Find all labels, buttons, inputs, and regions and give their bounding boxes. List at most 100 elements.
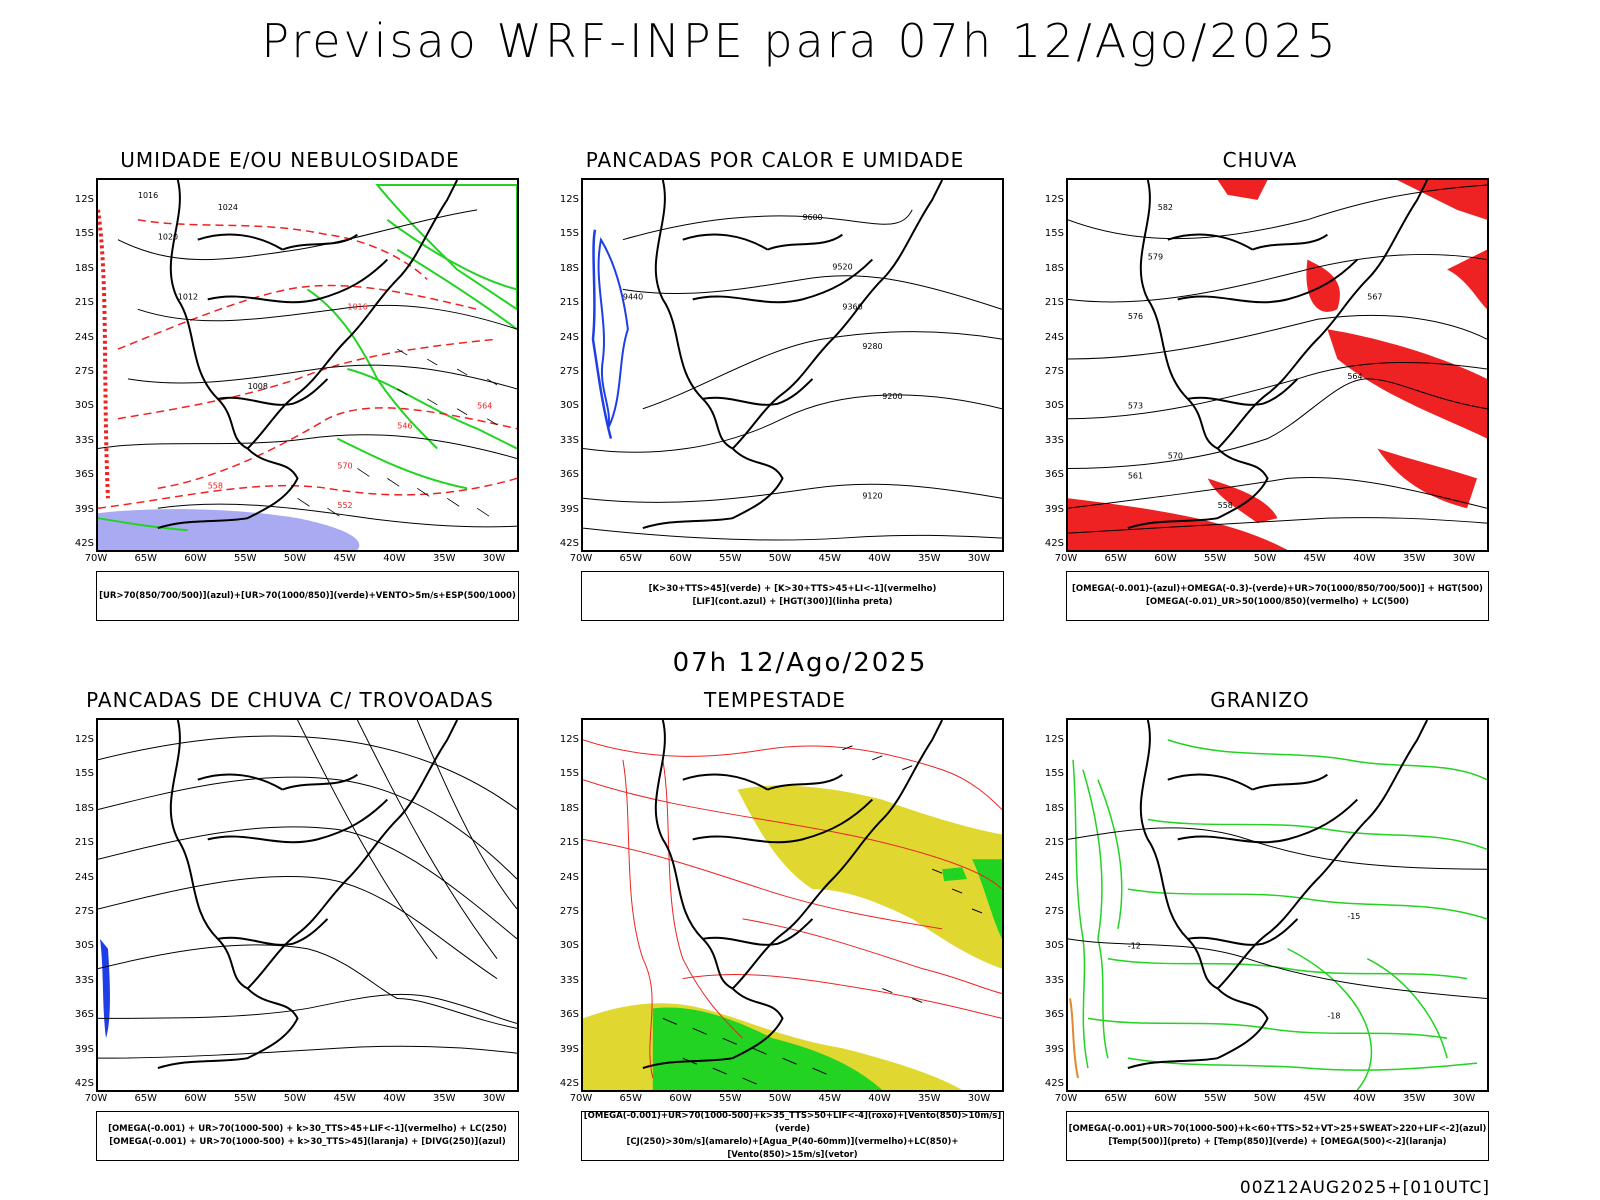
lon-tick-label: 40W xyxy=(868,1093,891,1104)
lat-tick-label: 36S xyxy=(559,1009,579,1021)
lon-tick-label: 40W xyxy=(1353,1093,1376,1104)
lon-tick-label: 30W xyxy=(967,553,991,564)
lon-tick-label: 40W xyxy=(868,553,891,564)
lat-tick-label: 15S xyxy=(74,768,94,780)
lon-tick-label: 55W xyxy=(718,1093,742,1104)
lat-tick-label: 24S xyxy=(74,871,94,883)
lon-tick-label: 40W xyxy=(1353,553,1376,564)
map-svg: -12 -15 -18 xyxy=(1068,720,1487,1090)
contour-label: 564 xyxy=(477,402,492,411)
main-title: Previsao WRF-INPE para 07h 12/Ago/2025 xyxy=(261,14,1339,68)
lon-tick-label: 45W xyxy=(1303,1093,1327,1104)
contour-label: 546 xyxy=(397,422,412,431)
contour-label: 9200 xyxy=(882,392,902,401)
lat-tick-label: 30S xyxy=(559,400,579,412)
contour-label: 564 xyxy=(1347,372,1362,381)
lat-tick-label: 12S xyxy=(1044,194,1064,205)
map-area: 1016 1020 1024 1012 1008 1016 570 564 558 552 546 xyxy=(96,178,519,552)
legend-line-1: [OMEGA(-0.001)+UR>70(1000-500)+k<60+TTS>… xyxy=(1068,1124,1487,1134)
panel-title: PANCADAS POR CALOR E UMIDADE xyxy=(585,148,965,172)
lat-tick-label: 42S xyxy=(1044,1078,1064,1089)
lon-tick-label: 35W xyxy=(917,553,941,564)
panel-pancadas-trovoadas: PANCADAS DE CHUVA C/ TROVOADAS [OMEGA(-0… xyxy=(60,688,520,1188)
legend-line-2: [Temp(500)](preto) + [Temp(850)](verde) … xyxy=(1108,1137,1447,1147)
forecast-run-footer: 00Z12AUG2025+[010UTC] xyxy=(1239,1178,1490,1198)
lat-tick-label: 12S xyxy=(74,194,94,205)
panel-legend: [OMEGA(-0.001) + UR>70(1000-500) + k>30_… xyxy=(96,1111,519,1161)
lon-tick-label: 50W xyxy=(283,553,307,564)
contour-label: 552 xyxy=(337,501,352,510)
lon-tick-label: 50W xyxy=(768,1093,792,1104)
lat-tick-label: 42S xyxy=(559,1078,579,1089)
map-area: 582 579 576 573 570 567 564 561 558 xyxy=(1066,178,1489,552)
lon-tick-label: 65W xyxy=(619,553,643,564)
lat-tick-label: 18S xyxy=(74,262,94,274)
lon-tick-label: 35W xyxy=(1402,553,1426,564)
legend-line-1: [UR>70(850/700/500)](azul)+[UR>70(1000/8… xyxy=(99,590,516,601)
lat-tick-label: 18S xyxy=(1044,802,1064,814)
lat-tick-label: 27S xyxy=(1044,906,1064,917)
lon-tick-label: 55W xyxy=(233,1093,257,1104)
panel-legend: [K>30+TTS>45](verde) + [K>30+TTS>45+LI<-… xyxy=(581,571,1004,621)
lat-tick-label: 12S xyxy=(559,194,579,205)
lat-tick-label: 21S xyxy=(559,297,579,309)
panel-umidade: UMIDADE E/OU NEBULOSIDADE xyxy=(60,148,520,648)
lat-tick-label: 33S xyxy=(1044,974,1064,986)
lat-tick-label: 33S xyxy=(1044,434,1064,446)
contour-label: 9120 xyxy=(862,491,882,500)
lon-tick-label: 30W xyxy=(1452,1093,1476,1104)
map-svg: 9600 9520 9440 9360 9280 9200 9120 xyxy=(583,180,1002,541)
lat-tick-label: 30S xyxy=(1044,400,1064,412)
lat-tick-label: 42S xyxy=(1044,538,1064,549)
contour-label: -18 xyxy=(1327,1011,1340,1020)
lat-tick-label: 36S xyxy=(74,1009,94,1021)
contour-label: 9280 xyxy=(862,342,882,351)
lat-tick-label: 12S xyxy=(559,734,579,745)
lon-tick-label: 55W xyxy=(1203,1093,1227,1104)
lat-tick-label: 39S xyxy=(559,1043,579,1055)
lon-tick-label: 50W xyxy=(1253,1093,1277,1104)
map-area: 9600 9520 9440 9360 9280 9200 9120 xyxy=(581,178,1004,552)
lon-tick-label: 65W xyxy=(134,553,158,564)
contour-label: 570 xyxy=(1168,452,1183,461)
panel-title: TEMPESTADE xyxy=(704,688,846,712)
lat-tick-label: 33S xyxy=(559,434,579,446)
lon-tick-label: 60W xyxy=(184,1093,207,1104)
panel-legend: [OMEGA(-0.001)+UR>70(1000-500)+k<60+TTS>… xyxy=(1066,1111,1489,1161)
lat-tick-label: 30S xyxy=(559,940,579,952)
map-area: -12 -15 -18 xyxy=(1066,718,1489,1092)
lon-tick-label: 60W xyxy=(1154,1093,1177,1104)
lat-tick-label: 30S xyxy=(74,400,94,412)
contour-label: 579 xyxy=(1148,253,1163,262)
lon-tick-label: 30W xyxy=(1452,553,1476,564)
lat-tick-label: 18S xyxy=(559,802,579,814)
panel-title: GRANIZO xyxy=(1210,688,1310,712)
lon-tick-label: 70W xyxy=(84,1093,108,1104)
lon-tick-label: 60W xyxy=(669,1093,692,1104)
legend-line-2: [LIF](cont.azul) + [HGT(300)](linha pret… xyxy=(692,597,893,607)
lat-tick-label: 39S xyxy=(559,503,579,515)
contour-label: 576 xyxy=(1128,312,1143,321)
legend-line-2: [CJ(250)>30m/s](amarelo)+[Agua_P(40-60mm… xyxy=(626,1137,959,1160)
lon-tick-label: 50W xyxy=(768,553,792,564)
panel-granizo: GRANIZO -12 -15- xyxy=(1030,688,1490,1188)
map-area xyxy=(581,718,1004,1092)
lat-tick-label: 33S xyxy=(74,974,94,986)
lon-tick-label: 65W xyxy=(619,1093,643,1104)
lat-tick-label: 12S xyxy=(74,734,94,745)
lat-tick-label: 24S xyxy=(1044,331,1064,343)
contour-label: 9440 xyxy=(623,292,643,301)
panel-chuva: CHUVA 582 579 576 573 xyxy=(1030,148,1490,648)
contour-label: 1016 xyxy=(347,302,367,311)
contour-label: 573 xyxy=(1128,402,1143,411)
lat-tick-label: 18S xyxy=(1044,262,1064,274)
lat-tick-label: 21S xyxy=(74,297,94,309)
lon-tick-label: 70W xyxy=(569,553,593,564)
panel-title: CHUVA xyxy=(1222,148,1298,172)
lat-tick-label: 21S xyxy=(559,837,579,849)
contour-label: 1012 xyxy=(178,292,198,301)
lon-tick-label: 40W xyxy=(383,553,406,564)
panel-pancadas-calor: PANCADAS POR CALOR E UMIDADE 9600 9520 944… xyxy=(545,148,1005,648)
contour-label: 9520 xyxy=(832,263,852,272)
panel-legend: [UR>70(850/700/500)](azul)+[UR>70(1000/8… xyxy=(96,571,519,621)
